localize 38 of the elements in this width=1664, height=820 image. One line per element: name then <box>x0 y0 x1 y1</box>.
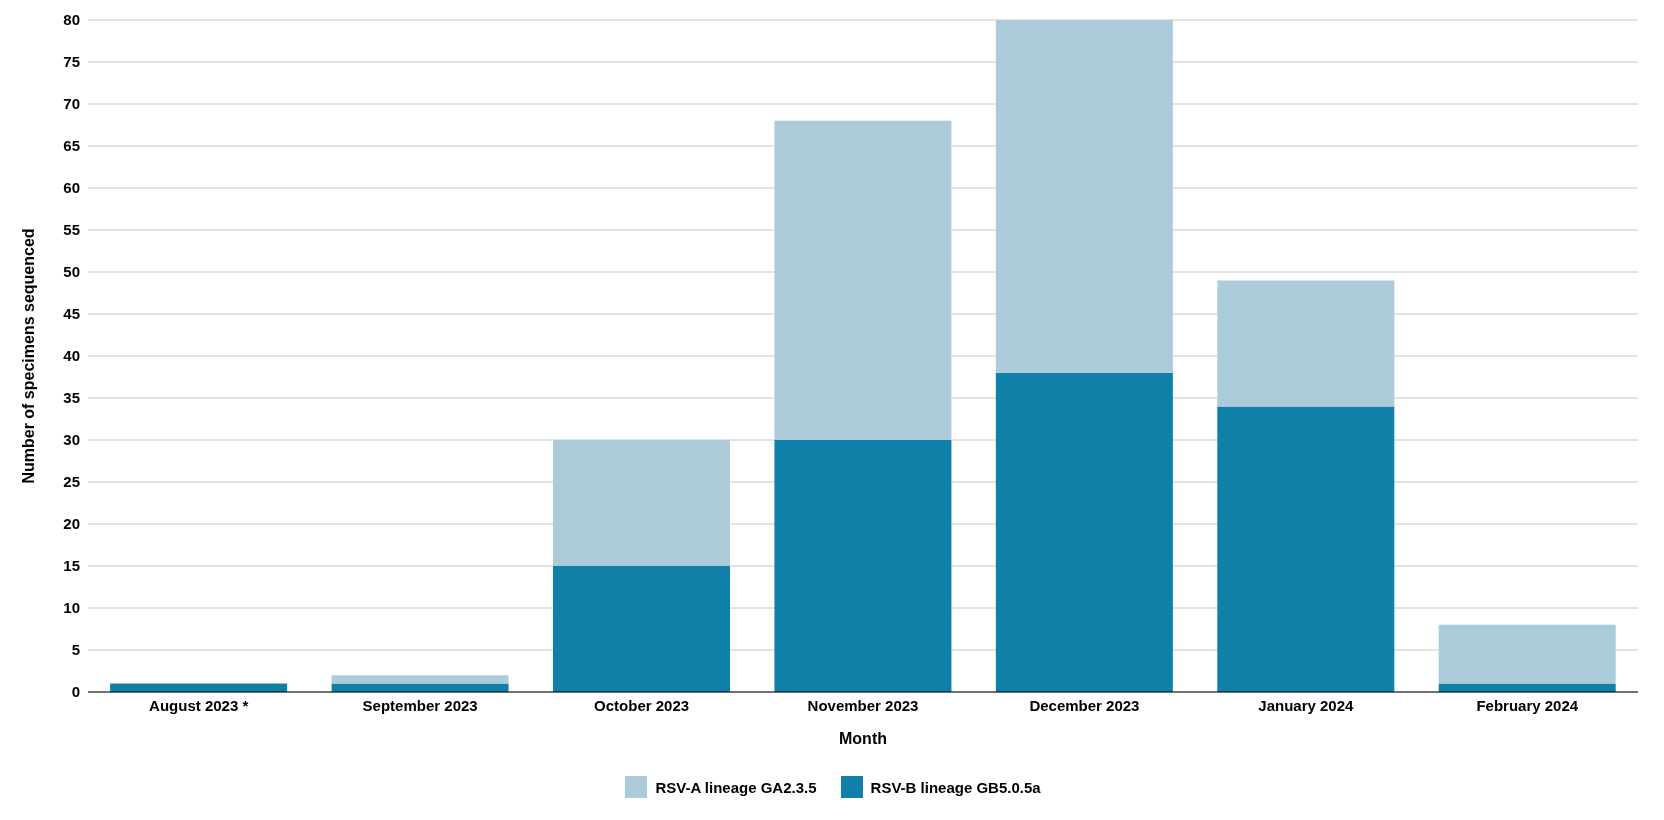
x-tick-label: September 2023 <box>362 696 478 714</box>
x-tick-label: February 2024 <box>1476 696 1579 714</box>
y-tick-label: 25 <box>63 473 80 491</box>
x-axis-title: Month <box>839 730 887 747</box>
y-tick-label: 65 <box>63 137 80 155</box>
y-tick-label: 40 <box>63 347 80 365</box>
x-tick-label: October 2023 <box>594 696 690 714</box>
y-tick-label: 5 <box>71 641 80 659</box>
bar <box>995 372 1173 692</box>
y-tick-label: 20 <box>63 515 80 533</box>
bar <box>774 440 952 692</box>
bar <box>774 120 952 440</box>
y-tick-label: 35 <box>63 389 80 407</box>
x-tick-label: November 2023 <box>807 696 919 714</box>
y-tick-label: 30 <box>63 431 80 449</box>
y-tick-label: 75 <box>63 53 80 71</box>
bar <box>553 440 730 566</box>
bar <box>1217 406 1395 692</box>
bar <box>1217 280 1395 407</box>
legend-label: RSV-B lineage GB5.0.5a <box>870 778 1041 796</box>
y-axis-title: Number of specimens sequenced <box>19 228 37 484</box>
y-tick-label: 0 <box>71 683 80 701</box>
y-tick-label: 10 <box>63 599 80 617</box>
y-tick-label: 50 <box>63 263 80 281</box>
legend-label: RSV-A lineage GA2.3.5 <box>655 778 817 796</box>
y-tick-label: 80 <box>63 11 80 29</box>
y-tick-label: 15 <box>63 557 80 575</box>
bar <box>553 566 730 692</box>
bar <box>995 20 1173 373</box>
y-tick-label: 60 <box>63 179 80 197</box>
x-tick-label: August 2023 * <box>149 696 249 714</box>
x-tick-label: December 2023 <box>1029 696 1140 714</box>
y-tick-label: 55 <box>63 221 80 239</box>
y-tick-label: 70 <box>63 95 80 113</box>
y-tick-label: 45 <box>63 305 80 323</box>
x-tick-label: January 2024 <box>1258 696 1355 714</box>
bar <box>331 675 509 684</box>
bar <box>1438 624 1616 684</box>
